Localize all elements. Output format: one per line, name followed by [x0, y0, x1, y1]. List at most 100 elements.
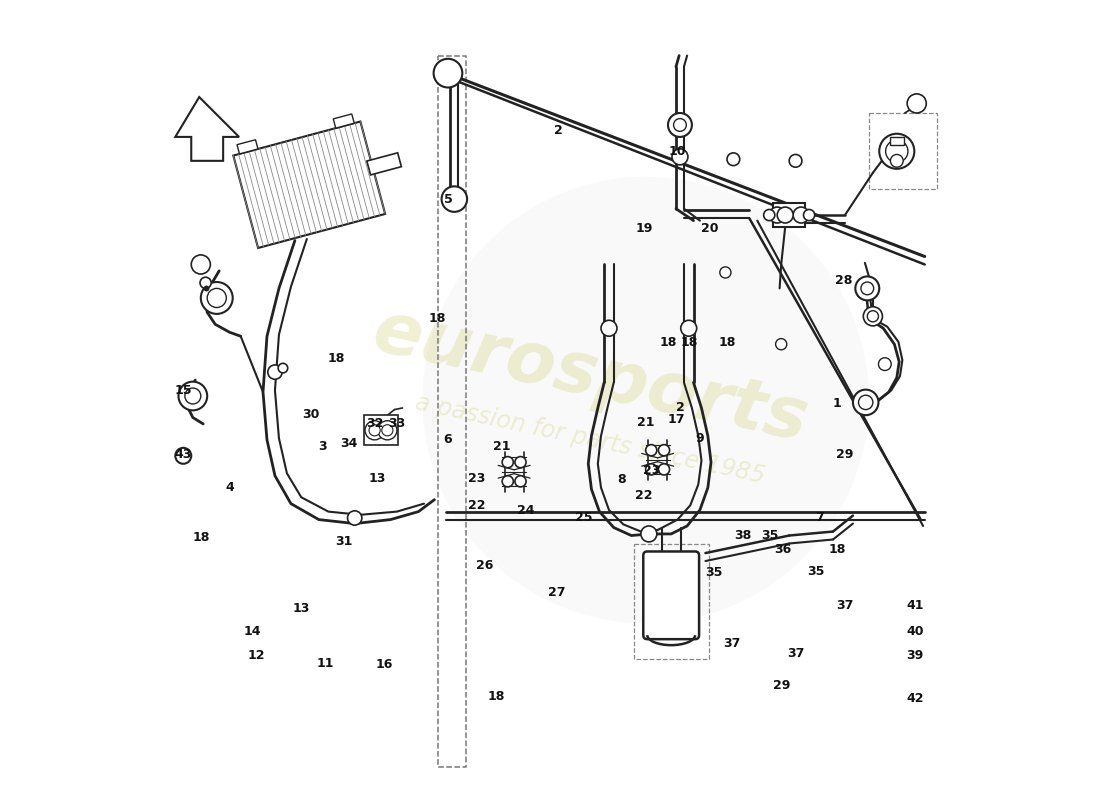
Bar	[333, 114, 354, 128]
Text: 22: 22	[636, 489, 652, 502]
Text: 34: 34	[340, 438, 358, 450]
Text: 1: 1	[833, 398, 842, 410]
Text: 3: 3	[319, 440, 327, 453]
Text: 22: 22	[468, 498, 485, 512]
Text: 18: 18	[192, 530, 209, 544]
Text: 4: 4	[226, 481, 234, 494]
Text: 6: 6	[443, 434, 452, 446]
Circle shape	[908, 94, 926, 113]
Text: 37: 37	[786, 647, 804, 660]
Bar	[233, 122, 385, 248]
Polygon shape	[175, 97, 239, 161]
Circle shape	[377, 421, 397, 440]
Text: 35: 35	[806, 565, 824, 578]
Circle shape	[515, 457, 526, 468]
Text: 37: 37	[836, 599, 854, 612]
Circle shape	[886, 140, 907, 162]
Text: 2: 2	[675, 402, 684, 414]
Text: 18: 18	[828, 543, 846, 556]
Circle shape	[422, 177, 869, 623]
Circle shape	[601, 320, 617, 336]
Circle shape	[681, 320, 696, 336]
Circle shape	[433, 58, 462, 87]
Text: 2: 2	[553, 124, 562, 137]
Text: 16: 16	[375, 658, 393, 671]
Text: 35: 35	[761, 529, 779, 542]
Circle shape	[646, 464, 657, 475]
Bar	[890, 137, 904, 145]
Text: 23: 23	[468, 472, 485, 485]
Text: 42: 42	[906, 693, 924, 706]
Bar	[367, 153, 402, 175]
Text: 28: 28	[835, 274, 852, 287]
Circle shape	[503, 476, 514, 487]
Text: 21: 21	[494, 440, 510, 453]
Text: 14: 14	[243, 625, 261, 638]
Bar	[364, 415, 398, 446]
Text: 15: 15	[175, 384, 192, 397]
Circle shape	[441, 186, 468, 212]
Text: 36: 36	[774, 543, 791, 556]
Text: 29: 29	[772, 679, 790, 692]
Circle shape	[793, 207, 810, 223]
Circle shape	[867, 310, 879, 322]
Circle shape	[278, 363, 288, 373]
Text: 39: 39	[906, 649, 924, 662]
Bar	[773, 203, 805, 227]
Text: 10: 10	[669, 145, 686, 158]
Text: 18: 18	[681, 336, 698, 349]
Text: 35: 35	[705, 566, 723, 578]
Circle shape	[778, 207, 793, 223]
Text: 40: 40	[906, 625, 924, 638]
Text: 43: 43	[175, 448, 192, 461]
Text: 31: 31	[336, 535, 353, 549]
Text: 18: 18	[328, 352, 345, 365]
Text: 27: 27	[548, 586, 565, 599]
Text: 33: 33	[388, 418, 406, 430]
Text: 12: 12	[248, 649, 265, 662]
Text: 18: 18	[428, 312, 446, 325]
Circle shape	[175, 448, 191, 464]
Circle shape	[200, 278, 211, 288]
Circle shape	[763, 210, 774, 221]
Text: 25: 25	[574, 511, 592, 525]
Text: 29: 29	[836, 448, 854, 461]
Text: 7: 7	[815, 511, 824, 525]
Circle shape	[191, 255, 210, 274]
Circle shape	[641, 526, 657, 542]
Circle shape	[803, 210, 815, 221]
Text: eurosports: eurosports	[366, 296, 814, 456]
Circle shape	[267, 365, 282, 379]
Circle shape	[368, 425, 381, 436]
Circle shape	[382, 425, 393, 436]
Text: 32: 32	[366, 418, 383, 430]
Circle shape	[365, 421, 384, 440]
Text: 26: 26	[476, 559, 493, 572]
Circle shape	[776, 338, 786, 350]
Circle shape	[178, 382, 207, 410]
Text: 41: 41	[906, 599, 924, 612]
Circle shape	[185, 388, 201, 404]
Circle shape	[852, 390, 879, 415]
Text: 8: 8	[617, 474, 626, 486]
Circle shape	[668, 113, 692, 137]
Circle shape	[858, 395, 873, 410]
Text: 5: 5	[443, 193, 452, 206]
Circle shape	[659, 464, 670, 475]
Text: 38: 38	[735, 529, 751, 542]
Text: 11: 11	[317, 657, 334, 670]
Circle shape	[348, 511, 362, 525]
Circle shape	[672, 149, 688, 165]
Circle shape	[659, 445, 670, 456]
Circle shape	[503, 457, 514, 468]
Bar	[236, 140, 258, 154]
Text: 30: 30	[302, 408, 319, 421]
Circle shape	[890, 154, 903, 167]
Circle shape	[201, 282, 233, 314]
Circle shape	[861, 282, 873, 294]
Text: 13: 13	[368, 472, 386, 485]
Text: 18: 18	[487, 690, 505, 703]
FancyBboxPatch shape	[644, 551, 700, 639]
Circle shape	[879, 358, 891, 370]
Text: 13: 13	[293, 602, 310, 615]
